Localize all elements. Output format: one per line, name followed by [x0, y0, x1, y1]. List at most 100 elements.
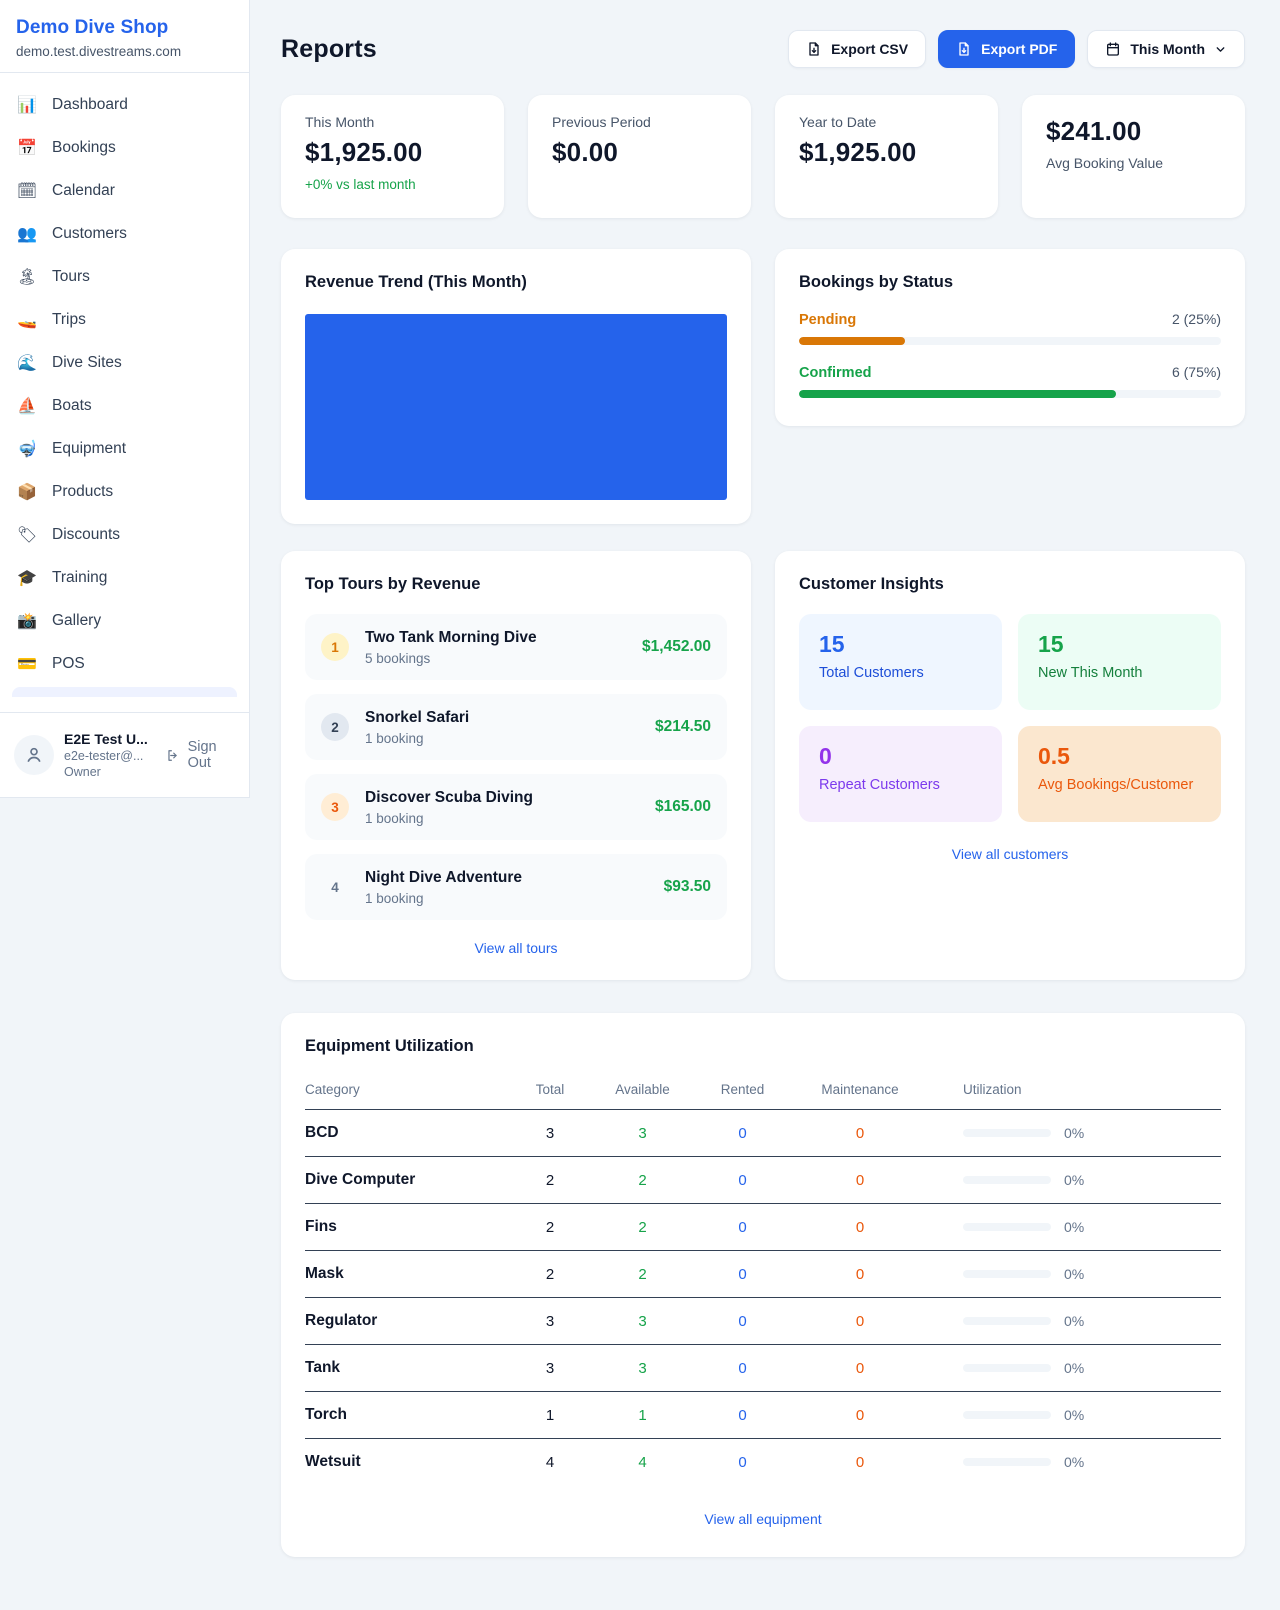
sidebar-user-footer: E2E Test U... e2e-tester@... Owner Sign … [0, 712, 249, 797]
utilization-track [963, 1317, 1051, 1325]
status-progress-track [799, 390, 1221, 398]
insight-number: 0.5 [1038, 743, 1070, 769]
equipment-row: Torch 1 1 0 0 0% [305, 1392, 1221, 1439]
sidebar-nav-item[interactable]: 🎓 Training [8, 556, 241, 599]
export-pdf-button[interactable]: Export PDF [938, 30, 1076, 68]
sidebar-nav-item[interactable]: 📦 Products [8, 470, 241, 513]
top-tours-card: Top Tours by Revenue 1 Two Tank Morning … [281, 551, 751, 980]
equipment-available: 2 [638, 1171, 647, 1189]
view-all-equipment-link[interactable]: View all equipment [704, 1511, 822, 1527]
sidebar-nav-item[interactable]: 🌊 Dive Sites [8, 341, 241, 384]
status-label: Confirmed [799, 365, 872, 381]
user-avatar [14, 735, 54, 775]
sidebar-nav-item[interactable]: 📅 Bookings [8, 126, 241, 169]
period-dropdown[interactable]: This Month [1087, 30, 1245, 68]
page-title: Reports [281, 34, 377, 63]
tour-revenue: $1,452.00 [642, 638, 711, 655]
view-all-tours-link[interactable]: View all tours [474, 940, 558, 956]
insight-label: Avg Bookings/Customer [1038, 777, 1194, 793]
equipment-maintenance: 0 [855, 1124, 865, 1142]
equipment-maintenance: 0 [855, 1171, 865, 1189]
sign-out-button[interactable]: Sign Out [166, 739, 235, 771]
user-role: Owner [64, 765, 101, 779]
equipment-row: BCD 3 3 0 0 0% [305, 1110, 1221, 1157]
rank-badge: 3 [321, 793, 349, 821]
utilization-percent: 0% [1064, 1313, 1085, 1329]
nav-item-label: Gallery [52, 611, 102, 629]
tour-row[interactable]: 3 Discover Scuba Diving 1 booking $165.0… [305, 774, 727, 840]
view-all-customers-link[interactable]: View all customers [951, 846, 1069, 862]
sidebar-nav-item[interactable]: 🏷 Discounts [8, 513, 241, 556]
revenue-trend-card: Revenue Trend (This Month) [281, 249, 751, 524]
status-row: Pending 2 (25%) [799, 311, 1221, 345]
utilization-track [963, 1458, 1051, 1466]
nav-item-label: Trips [52, 310, 86, 328]
nav-item-icon: 🤿 [17, 440, 37, 458]
sidebar-nav-item[interactable]: 👥 Customers [8, 212, 241, 255]
sidebar-nav-item[interactable]: 🚤 Trips [8, 298, 241, 341]
utilization-track [963, 1270, 1051, 1278]
status-value: 6 (75%) [1171, 364, 1221, 380]
equipment-category: Fins [305, 1218, 337, 1235]
stat-label: Avg Booking Value [1046, 155, 1164, 171]
nav-item-label: Boats [52, 396, 92, 414]
sidebar-nav-item[interactable]: 🤿 Equipment [8, 427, 241, 470]
equipment-total: 2 [545, 1265, 555, 1283]
equipment-rented: 0 [738, 1218, 747, 1236]
stat-label: This Month [305, 114, 375, 130]
equipment-total: 4 [545, 1453, 555, 1471]
equipment-utilization-title: Equipment Utilization [305, 1037, 474, 1055]
sign-out-label: Sign Out [187, 739, 217, 771]
tour-bookings: 1 booking [365, 730, 424, 746]
utilization-percent: 0% [1064, 1454, 1085, 1470]
equipment-total: 2 [545, 1171, 555, 1189]
nav-item-icon: 🏷 [16, 526, 38, 544]
status-progress-fill [799, 390, 1116, 398]
sidebar-nav-item[interactable]: 📊 Dashboard [8, 83, 241, 126]
utilization-percent: 0% [1064, 1219, 1085, 1235]
nav-item-label: Tours [52, 267, 90, 285]
insight-label: Total Customers [819, 665, 924, 681]
nav-item-icon: 👥 [17, 225, 37, 243]
sidebar-nav-item[interactable]: 🗓 Calendar [8, 169, 241, 212]
shop-name: Demo Dive Shop [16, 17, 169, 38]
utilization-percent: 0% [1064, 1266, 1085, 1282]
status-label: Pending [799, 312, 857, 328]
tour-row[interactable]: 2 Snorkel Safari 1 booking $214.50 [305, 694, 727, 760]
rank-badge: 2 [321, 713, 349, 741]
insight-label: Repeat Customers [819, 777, 940, 793]
revenue-trend-title: Revenue Trend (This Month) [305, 273, 527, 291]
sidebar-nav-item[interactable]: 🏝 Tours [8, 255, 241, 298]
equipment-rented: 0 [738, 1453, 747, 1471]
equipment-row: Wetsuit 4 4 0 0 0% [305, 1439, 1221, 1485]
equipment-available: 2 [638, 1218, 647, 1236]
tour-bookings: 1 booking [365, 890, 424, 906]
tour-row[interactable]: 1 Two Tank Morning Dive 5 bookings $1,45… [305, 614, 727, 680]
sidebar-nav-item[interactable]: 📸 Gallery [8, 599, 241, 642]
sidebar-header: Demo Dive Shop demo.test.divestreams.com [0, 0, 249, 73]
user-email: e2e-tester@... [64, 749, 144, 763]
insight-tile: 15 New This Month [1018, 614, 1221, 710]
utilization-percent: 0% [1064, 1172, 1085, 1188]
stat-card: This Month $1,925.00 +0% vs last month [281, 95, 504, 218]
status-row: Confirmed 6 (75%) [799, 364, 1221, 398]
sidebar-nav-item[interactable]: 💳 POS [8, 642, 241, 685]
insights-row: Top Tours by Revenue 1 Two Tank Morning … [281, 551, 1245, 980]
sidebar-nav-item[interactable]: ⛵ Boats [8, 384, 241, 427]
export-csv-label: Export CSV [831, 41, 909, 57]
tour-row[interactable]: 4 Night Dive Adventure 1 booking $93.50 [305, 854, 727, 920]
nav-item-label: Training [52, 568, 108, 586]
sidebar: Demo Dive Shop demo.test.divestreams.com… [0, 0, 250, 798]
sidebar-item-reports-active-partial[interactable] [12, 687, 237, 697]
equipment-maintenance: 0 [855, 1265, 865, 1283]
page-header: Reports Export CSV Export PDF [281, 30, 1245, 68]
utilization-track [963, 1223, 1051, 1231]
insight-tile: 0 Repeat Customers [799, 726, 1002, 822]
equipment-total: 3 [545, 1124, 555, 1142]
col-category: Category [305, 1082, 360, 1097]
equipment-table-body: BCD 3 3 0 0 0% Dive Computer 2 2 0 [305, 1110, 1221, 1485]
nav-item-label: Products [52, 482, 114, 500]
export-csv-button[interactable]: Export CSV [788, 30, 927, 68]
equipment-rented: 0 [738, 1312, 747, 1330]
